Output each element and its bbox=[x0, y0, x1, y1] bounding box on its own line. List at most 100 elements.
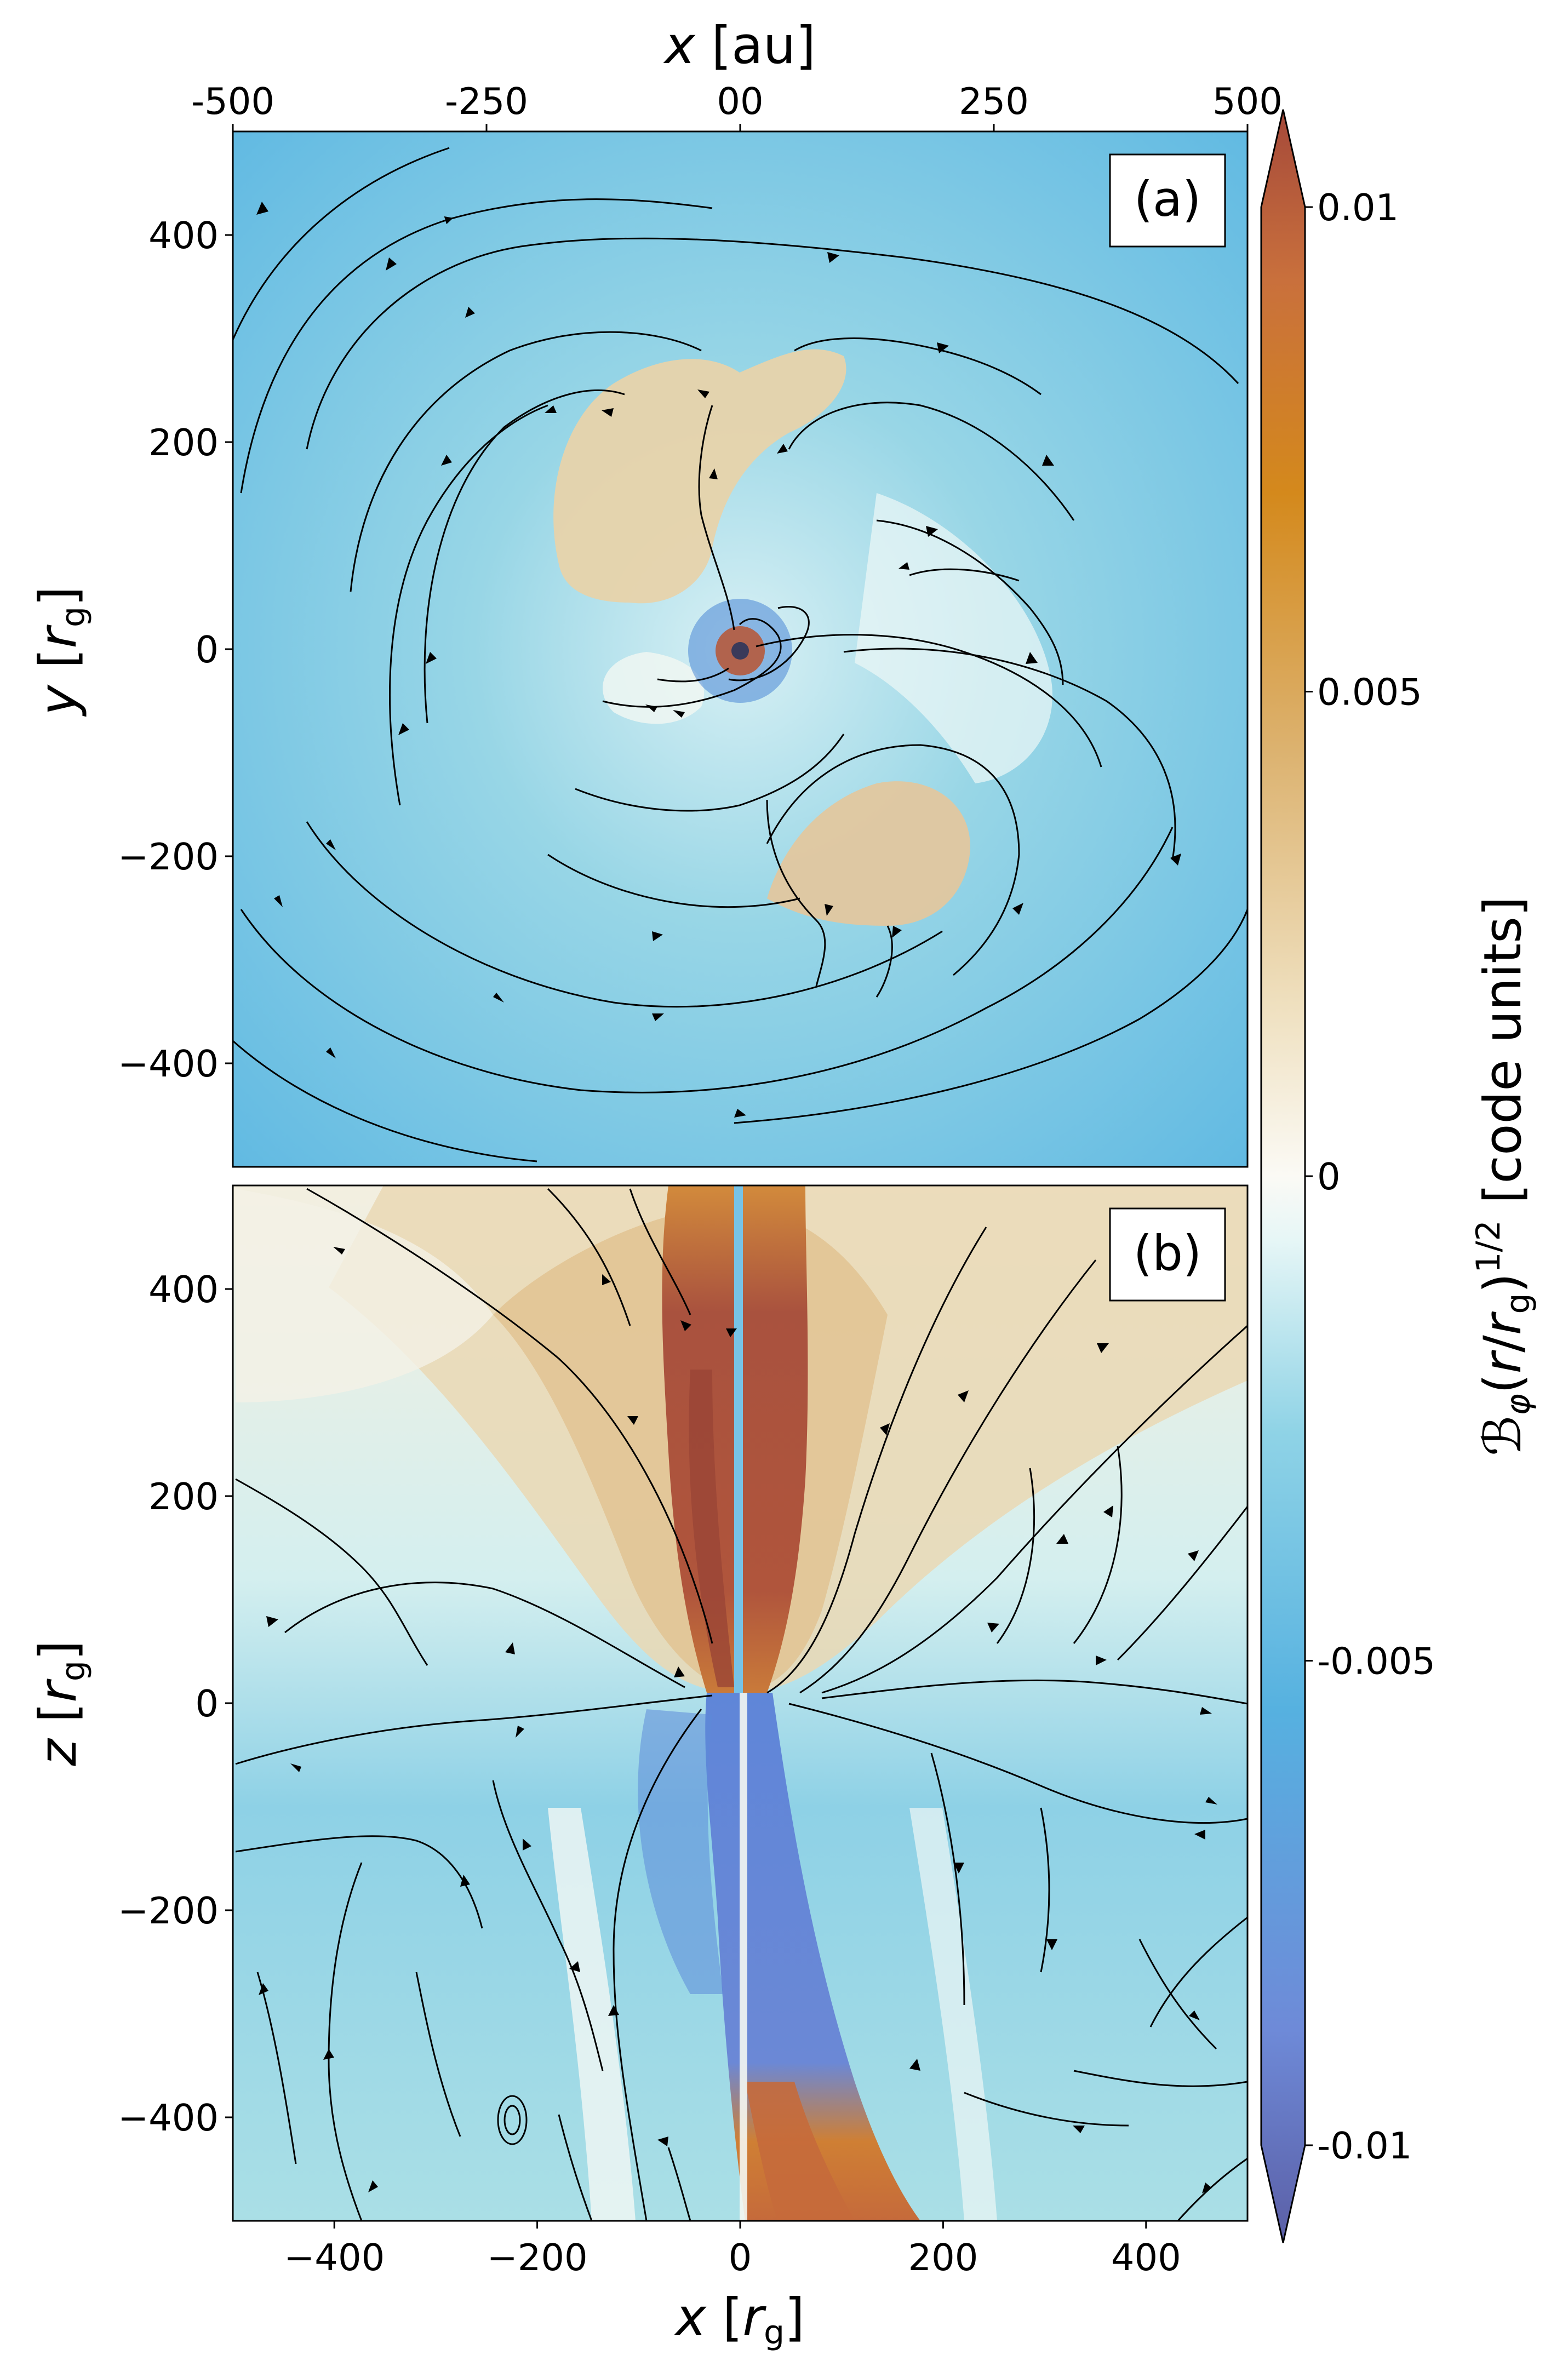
panel-a-streamline bbox=[547, 854, 800, 908]
panel-b-closed-loop bbox=[503, 2105, 521, 2135]
panel-b-ytick-label: 0 bbox=[195, 1682, 219, 1725]
panel-a-x-ticks: -500 -250 00 250 500 bbox=[191, 80, 1283, 131]
panel-b-arrow bbox=[259, 1983, 268, 1995]
colorbar-tick-label: 0 bbox=[1317, 1155, 1341, 1198]
panel-a-arrow bbox=[673, 710, 685, 718]
panel-a-streamline bbox=[233, 1040, 537, 1162]
panel-b-closed-loop-2 bbox=[497, 2095, 528, 2145]
panel-b-arrow bbox=[368, 2180, 378, 2192]
panel-b-arrow bbox=[1046, 1939, 1057, 1950]
panel-b-arrow bbox=[1202, 2183, 1212, 2193]
panel-b-arrow bbox=[680, 1320, 691, 1331]
panel-b-streamline bbox=[1073, 2070, 1247, 2087]
panel-a-streamline bbox=[306, 821, 943, 1008]
panel-a-arrow bbox=[926, 526, 938, 537]
panel-a-ytick-label: 0 bbox=[195, 628, 219, 671]
panel-a-streamlines bbox=[233, 147, 1247, 1162]
panel-b-white-region bbox=[236, 1189, 493, 1402]
colorbar: 0.01 0.005 0 -0.005 -0.01 ℬφ(r/rg)1/2 [code … bbox=[1260, 109, 1537, 2243]
panel-b-streamline bbox=[328, 1862, 363, 2221]
panel-b-streamline bbox=[306, 1188, 713, 1644]
panel-a-arrow bbox=[645, 704, 657, 712]
panel-b-x-ticks: −400 −200 0 200 400 bbox=[284, 2221, 1181, 2279]
panel-b-streamline bbox=[821, 1325, 1247, 1694]
panel-a-xtick-label: 00 bbox=[717, 80, 763, 123]
panel-b-arrow bbox=[1096, 1656, 1107, 1665]
panel-a-ytick-label: −400 bbox=[118, 1042, 219, 1085]
panel-b-streamlines bbox=[235, 1188, 1247, 2221]
panel-a-streamline bbox=[657, 667, 729, 683]
panel-b-jet-lower-hot bbox=[745, 2082, 855, 2221]
panel-a-arrow bbox=[274, 895, 283, 907]
panel-a-arrow bbox=[652, 931, 663, 941]
panel-b-streamline bbox=[788, 1703, 1247, 1824]
panel-a-streamline bbox=[876, 519, 1064, 685]
panel-b-jet-axis-lower bbox=[740, 1693, 747, 2221]
panel-b-arrow bbox=[516, 1726, 524, 1738]
panel-a-arrow bbox=[398, 723, 409, 735]
panel-a-streamline bbox=[728, 605, 810, 681]
panel-a-streamline bbox=[843, 648, 1176, 861]
panel-b-arrow bbox=[460, 1875, 470, 1887]
panel-a-streamline bbox=[734, 909, 1247, 1124]
panel-b-streamline bbox=[235, 1478, 428, 1666]
panel-a-streamline bbox=[306, 237, 1239, 450]
panel-a-streamline bbox=[875, 925, 893, 998]
colorbar-ticks: 0.01 0.005 0 -0.005 -0.01 bbox=[1305, 186, 1435, 2167]
panel-b-streamline bbox=[613, 1709, 702, 2221]
panel-b-streamline bbox=[558, 2114, 593, 2221]
panel-b-arrow bbox=[1200, 1707, 1212, 1715]
panel-b-xtick-label: 400 bbox=[1111, 2236, 1181, 2279]
panel-b-arrow bbox=[569, 1961, 580, 1972]
panel-b-streamline bbox=[1177, 2157, 1247, 2221]
panel-b-arrow bbox=[1189, 2010, 1200, 2020]
panel-a-streamline bbox=[389, 404, 548, 806]
panel-b-arrow bbox=[1194, 1830, 1205, 1840]
panel-b-heatmap bbox=[233, 1185, 1247, 2221]
panel-a-arrow bbox=[326, 839, 336, 850]
panel-a-label-box: (a) bbox=[1109, 153, 1226, 248]
panel-b-streamline bbox=[1040, 1807, 1050, 1973]
panel-b-arrow bbox=[505, 1642, 515, 1654]
panel-a-streamline bbox=[233, 147, 450, 340]
panel-a-arrow bbox=[892, 926, 902, 938]
panel-b-ytick-label: 400 bbox=[148, 1268, 219, 1311]
panel-b-streamline bbox=[1138, 1939, 1217, 2050]
panel-a-ytick-label: 400 bbox=[148, 214, 219, 257]
panel-b-arrow bbox=[1073, 2126, 1085, 2133]
colorbar-tick-label: 0.005 bbox=[1317, 671, 1422, 714]
panel-a-arrow bbox=[697, 389, 709, 398]
panel-a-arrow bbox=[602, 408, 614, 417]
panel-b-arrow bbox=[987, 1623, 999, 1632]
panel-b-streamline bbox=[964, 2092, 1129, 2127]
panel-a-arrow bbox=[1026, 652, 1038, 664]
panel-b-white-plume bbox=[548, 1808, 636, 2221]
panel-a-ytick-label: 200 bbox=[148, 421, 219, 464]
panel-b-xlabel: x [rg] bbox=[674, 2288, 805, 2352]
panel-b-streamline bbox=[629, 1188, 691, 1315]
panel-a-xtick-label: 250 bbox=[959, 80, 1029, 123]
panel-a-arrow bbox=[465, 307, 475, 318]
panel-b-label-box: (b) bbox=[1109, 1207, 1226, 1302]
panel-b-streamline bbox=[235, 1694, 713, 1765]
panel-b-arrow bbox=[657, 2136, 668, 2146]
panel-a-streamline bbox=[575, 734, 845, 812]
panel-a-streamline bbox=[909, 568, 1020, 582]
panel-b-streamline bbox=[1117, 1506, 1247, 1661]
panel-a-streamline bbox=[788, 402, 1075, 521]
panel-b-arrow bbox=[726, 1328, 737, 1337]
panel-a-ytick-label: −200 bbox=[118, 835, 219, 878]
panel-a-arrow bbox=[827, 252, 839, 263]
panel-b-arrow bbox=[1188, 1550, 1199, 1561]
panel-b-arrow bbox=[1205, 1797, 1217, 1805]
colorbar-tick-label: -0.01 bbox=[1317, 2124, 1412, 2167]
panel-b-streamline bbox=[821, 1679, 1247, 1705]
panel-a-streamline bbox=[756, 634, 1102, 767]
panel-b-arrow bbox=[266, 1616, 278, 1627]
panel-b-xtick-label: −400 bbox=[284, 2236, 385, 2279]
panel-b-ylabel: z [rg] bbox=[28, 1640, 93, 1766]
panel-b-label: (b) bbox=[1134, 1225, 1202, 1281]
panel-b-arrow bbox=[608, 2005, 619, 2016]
panel-b-arrow bbox=[1056, 1534, 1068, 1544]
panel-a-arrows bbox=[256, 202, 1181, 1118]
